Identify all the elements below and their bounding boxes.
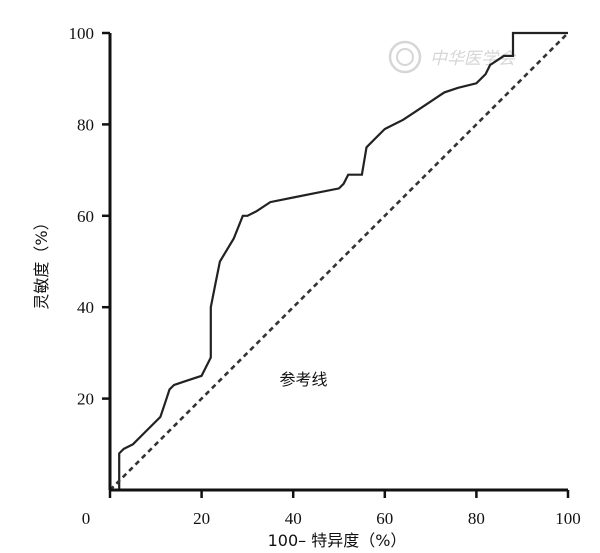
x-tick-label: 20 — [193, 509, 210, 528]
y-tick-label: 60 — [77, 207, 94, 226]
y-tick-label: 40 — [77, 298, 94, 317]
ticks — [102, 31, 570, 498]
plot-area — [109, 31, 569, 491]
reference-line-annotation: 参考线 — [279, 370, 327, 389]
x-tick-label: 0 — [82, 509, 91, 528]
x-tick-label: 40 — [285, 509, 302, 528]
seal-icon — [388, 40, 422, 74]
x-axis-title: 100– 特异度（%） — [268, 531, 407, 550]
watermark-text: 中华医学会 — [430, 49, 517, 69]
y-tick-label: 80 — [77, 115, 94, 134]
y-tick-label: 100 — [69, 24, 95, 43]
y-axis-title: 灵敏度（%） — [32, 214, 51, 309]
seal-inner-icon — [396, 48, 414, 66]
axes — [108, 33, 568, 492]
tick-labels: 0 20 40 60 80 100 20 40 60 80 100 — [69, 24, 581, 528]
x-tick-label: 100 — [555, 509, 581, 528]
watermark-logo: 中华医学会 — [388, 40, 517, 74]
y-tick-label: 20 — [77, 390, 94, 409]
roc-curve — [118, 31, 568, 490]
x-tick-label: 80 — [468, 509, 485, 528]
x-tick-label: 60 — [376, 509, 393, 528]
reference-line — [109, 32, 569, 491]
